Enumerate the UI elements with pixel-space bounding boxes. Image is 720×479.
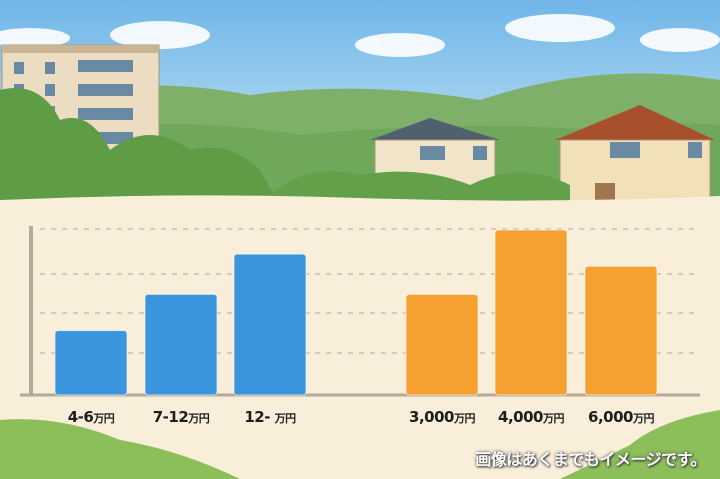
category-label: 6,000万円 <box>588 408 654 426</box>
category-label: 3,000万円 <box>409 408 475 426</box>
category-unit: 万円 <box>542 412 565 425</box>
category-unit: 万円 <box>93 412 115 425</box>
clouds <box>0 14 720 57</box>
category-label: 7-12万円 <box>153 408 210 426</box>
bar <box>144 293 218 396</box>
category-unit: 万円 <box>188 412 210 425</box>
category-number: 4,000 <box>498 408 543 426</box>
trees-left <box>0 88 280 205</box>
category-label: 4,000万円 <box>498 408 564 426</box>
category-unit: 万円 <box>274 412 297 425</box>
bushes-bottom-right <box>560 410 720 479</box>
image-disclaimer-caption: 画像はあくまでもイメージです。 <box>475 450 706 469</box>
category-label: 4-6万円 <box>68 408 115 426</box>
category-number: 7-12 <box>152 408 189 426</box>
category-number: 4-6 <box>67 408 94 426</box>
category-unit: 万円 <box>632 412 655 425</box>
category-number: 12- <box>244 408 275 426</box>
bar <box>584 265 658 396</box>
bars <box>54 229 658 396</box>
category-unit: 万円 <box>453 412 476 425</box>
category-number: 3,000 <box>409 408 454 426</box>
bar <box>233 253 307 396</box>
bar <box>405 293 479 396</box>
category-number: 6,000 <box>588 408 633 426</box>
bar <box>494 229 568 396</box>
house-right <box>555 105 715 206</box>
bushes-bottom-left <box>0 419 240 479</box>
category-label: 12- 万円 <box>244 408 297 426</box>
bar <box>54 330 128 396</box>
